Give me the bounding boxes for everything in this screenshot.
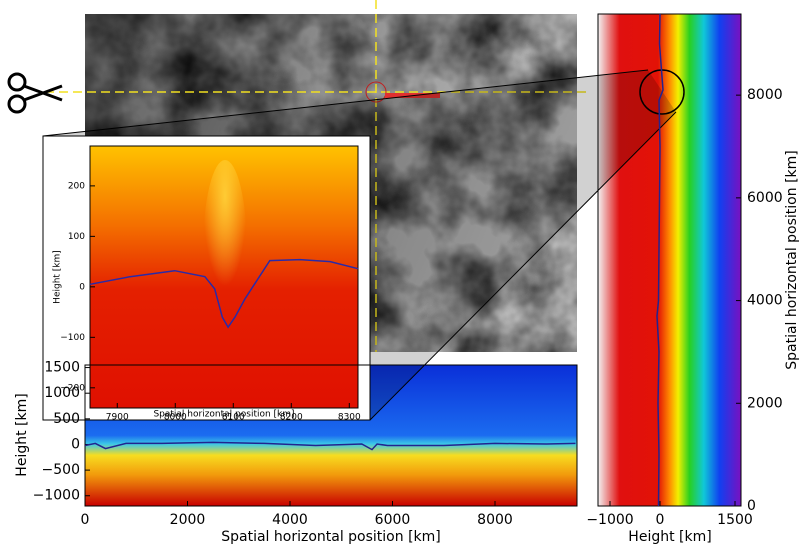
x-tick-label: 0 <box>81 512 90 528</box>
y-tick-label: 6000 <box>747 190 783 206</box>
y-axis-label: Height [km] <box>14 393 30 476</box>
x-axis-label: Height [km] <box>628 529 711 545</box>
y-tick-label: −200 <box>60 383 85 393</box>
y-tick-label: 500 <box>53 411 80 427</box>
x-tick-label: 6000 <box>375 512 411 528</box>
y-tick-label: 2000 <box>747 395 783 411</box>
x-tick-label: −1000 <box>586 512 633 528</box>
x-tick-label: 8300 <box>338 413 361 423</box>
x-tick-label: 7900 <box>106 413 129 423</box>
y-tick-label: −100 <box>60 333 85 343</box>
x-tick-label: 8000 <box>477 512 513 528</box>
y-axis-label: Height [km] <box>53 250 63 304</box>
x-tick-label: 0 <box>656 512 665 528</box>
scissors-icon <box>9 74 62 112</box>
x-axis-label: Spatial horizontal position [km] <box>221 529 441 545</box>
y-axis-label: Spatial horizontal position [km] <box>784 150 800 370</box>
y-tick-label: 100 <box>68 232 85 242</box>
y-tick-label: 8000 <box>747 87 783 103</box>
figure: 02000400060008000−1000−500050010001500Sp… <box>0 0 804 547</box>
y-tick-label: 0 <box>79 282 85 292</box>
y-tick-label: −500 <box>42 462 80 478</box>
y-tick-label: 1500 <box>44 360 80 376</box>
x-tick-label: 1500 <box>717 512 753 528</box>
y-tick-label: 200 <box>68 181 85 191</box>
x-axis-label: Spatial horizontal position [km] <box>153 410 294 420</box>
y-tick-label: 0 <box>747 498 756 514</box>
y-tick-label: 0 <box>71 436 80 452</box>
y-tick-label: 4000 <box>747 293 783 309</box>
y-tick-label: −1000 <box>33 488 80 504</box>
x-tick-label: 2000 <box>170 512 206 528</box>
x-tick-label: 4000 <box>272 512 308 528</box>
